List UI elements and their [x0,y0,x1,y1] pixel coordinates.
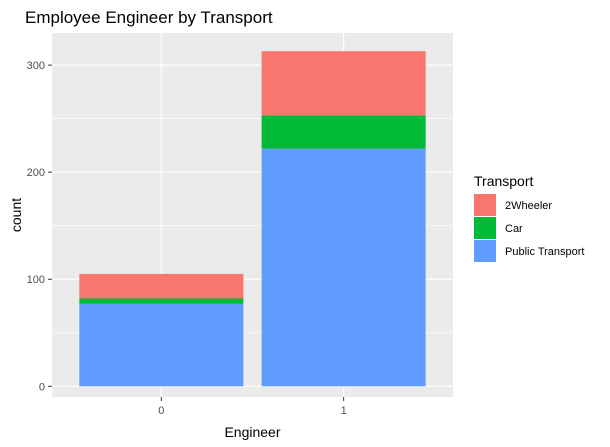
legend-label: Car [505,223,523,235]
legend-label: 2Wheeler [505,200,552,212]
y-tick-label: 100 [27,274,45,286]
legend-key [474,194,496,216]
legend-key [474,240,496,262]
bars [79,51,426,387]
y-tick-label: 300 [27,60,45,72]
legend-key [474,217,496,239]
bar-segment [261,115,426,149]
y-axis: 0 100 200 300 [27,60,52,393]
legend: Transport 2Wheeler Car Public Transport [474,173,584,262]
legend-title: Transport [474,173,534,189]
x-tick-label: 1 [341,405,347,417]
y-tick-label: 0 [39,381,45,393]
y-axis-title: count [8,198,24,232]
x-tick-label: 0 [158,405,164,417]
legend-items: 2Wheeler Car Public Transport [474,194,584,262]
bar-segment [79,273,244,299]
x-axis-title: Engineer [224,424,280,440]
chart-title: Employee Engineer by Transport [25,8,273,27]
bar-segment [261,148,426,387]
bar-segment [261,51,426,116]
legend-label: Public Transport [505,246,584,258]
bar-segment [79,298,244,304]
bar-segment [79,303,244,387]
y-tick-label: 200 [27,167,45,179]
